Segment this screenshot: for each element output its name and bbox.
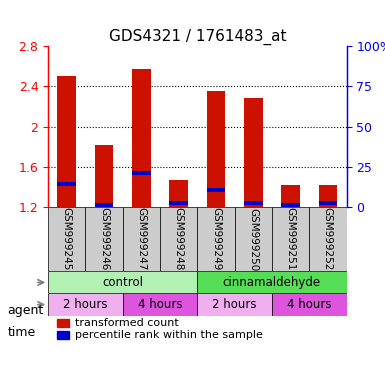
FancyBboxPatch shape <box>160 207 197 271</box>
Bar <box>57 182 76 186</box>
Text: cinnamaldehyde: cinnamaldehyde <box>223 276 321 289</box>
FancyBboxPatch shape <box>48 271 197 293</box>
Bar <box>57 319 69 327</box>
Text: GSM999250: GSM999250 <box>248 208 258 271</box>
Title: GDS4321 / 1761483_at: GDS4321 / 1761483_at <box>109 28 286 45</box>
Bar <box>132 69 151 207</box>
Text: GSM999252: GSM999252 <box>323 207 333 271</box>
FancyBboxPatch shape <box>272 207 309 271</box>
FancyBboxPatch shape <box>272 293 346 316</box>
Text: GSM999248: GSM999248 <box>174 207 184 271</box>
Text: time: time <box>8 326 36 339</box>
Bar <box>318 201 337 205</box>
Bar <box>318 185 337 207</box>
Text: GSM999247: GSM999247 <box>136 207 146 271</box>
Text: control: control <box>102 276 143 289</box>
Bar <box>169 201 188 205</box>
Text: GSM999245: GSM999245 <box>62 207 72 271</box>
Text: agent: agent <box>8 304 44 317</box>
Bar <box>132 171 151 175</box>
FancyBboxPatch shape <box>197 293 272 316</box>
Text: GSM999251: GSM999251 <box>286 207 296 271</box>
Bar <box>95 145 114 207</box>
FancyBboxPatch shape <box>197 271 346 293</box>
Text: 4 hours: 4 hours <box>138 298 182 311</box>
FancyBboxPatch shape <box>123 293 197 316</box>
Text: 2 hours: 2 hours <box>213 298 257 311</box>
FancyBboxPatch shape <box>48 293 123 316</box>
FancyBboxPatch shape <box>197 207 234 271</box>
Bar <box>57 331 69 339</box>
Bar <box>57 76 76 207</box>
FancyBboxPatch shape <box>123 207 160 271</box>
Text: 2 hours: 2 hours <box>63 298 108 311</box>
Text: 4 hours: 4 hours <box>287 298 331 311</box>
Text: GSM999246: GSM999246 <box>99 207 109 271</box>
Bar <box>244 98 263 207</box>
Bar <box>169 180 188 207</box>
FancyBboxPatch shape <box>234 207 272 271</box>
Bar <box>281 203 300 207</box>
Text: transformed count: transformed count <box>75 318 179 328</box>
Bar <box>95 203 114 207</box>
FancyBboxPatch shape <box>309 207 346 271</box>
Text: percentile rank within the sample: percentile rank within the sample <box>75 330 263 340</box>
Bar <box>207 91 225 207</box>
Text: GSM999249: GSM999249 <box>211 207 221 271</box>
Bar <box>207 188 225 192</box>
FancyBboxPatch shape <box>85 207 123 271</box>
FancyBboxPatch shape <box>48 207 85 271</box>
Bar <box>281 185 300 207</box>
Bar <box>244 201 263 205</box>
